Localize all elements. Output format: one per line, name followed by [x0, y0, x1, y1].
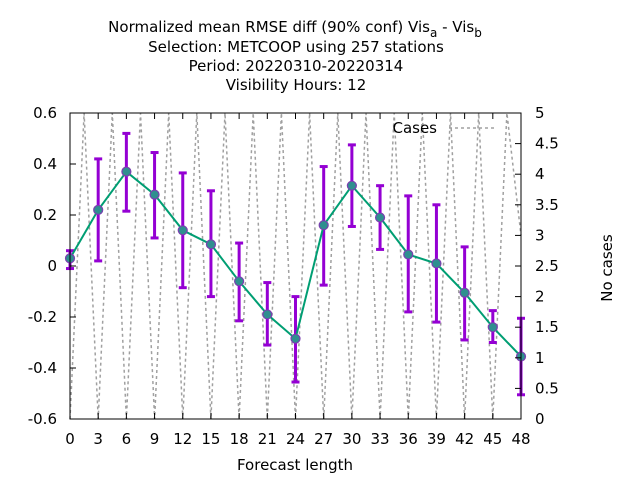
data-point	[177, 225, 188, 236]
data-point	[318, 220, 329, 231]
x-tick-label: 6	[122, 430, 132, 448]
y2-tick-label: 4.5	[535, 135, 559, 153]
y2-tick-label: 4	[535, 165, 545, 183]
title-mid: - Vis	[437, 18, 474, 36]
y2-axis-label: No cases	[598, 234, 616, 302]
y2-tick-label: 0	[535, 410, 545, 428]
cases-line	[69, 112, 522, 420]
x-tick-label: 12	[173, 430, 192, 448]
data-point	[487, 322, 498, 333]
x-tick-label: 42	[455, 430, 474, 448]
x-tick-label: 45	[483, 430, 502, 448]
chart-title-line3: Period: 20220310-20220314	[189, 57, 404, 75]
chart-title-line1: Normalized mean RMSE diff (90% conf) Vis…	[108, 18, 482, 40]
x-tick-label: 3	[93, 430, 103, 448]
x-axis: 0 3 6 9 12 15 18 21 24 27 30 33 36 39 42 45 48	[65, 113, 531, 448]
data-point	[346, 180, 357, 191]
x-tick-label: 27	[314, 430, 333, 448]
data-point	[149, 189, 160, 200]
y2-tick-label: 3.5	[535, 196, 559, 214]
y-tick-label: -0.4	[28, 359, 57, 377]
data-point	[459, 287, 470, 298]
y2-tick-label: 2	[535, 288, 545, 306]
data-point	[262, 309, 273, 320]
y-axis: 0.6 0.4 0.2 0 -0.2 -0.4 -0.6	[28, 104, 76, 428]
y-tick-label: 0.2	[33, 206, 57, 224]
x-tick-label: 9	[150, 430, 160, 448]
x-tick-label: 24	[286, 430, 305, 448]
y2-tick-label: 0.5	[535, 379, 559, 397]
y2-tick-label: 1	[535, 349, 545, 367]
y-tick-label: -0.6	[28, 410, 57, 428]
y-tick-label: 0.4	[33, 155, 57, 173]
title-main: Normalized mean RMSE diff (90% conf) Vis	[108, 18, 430, 36]
error-bars	[66, 131, 525, 397]
x-tick-label: 33	[371, 430, 390, 448]
data-point	[403, 249, 414, 260]
data-point	[290, 333, 301, 344]
title-sub-b: b	[474, 26, 482, 40]
y2-tick-label: 1.5	[535, 318, 559, 336]
y2-tick-label: 3	[535, 226, 545, 244]
x-tick-label: 0	[65, 430, 75, 448]
y2-tick-label: 2.5	[535, 257, 559, 275]
cases-series	[69, 112, 522, 420]
data-point	[121, 166, 132, 177]
chart-title-line2: Selection: METCOOP using 257 stations	[148, 38, 444, 56]
data-point	[93, 204, 104, 215]
y-tick-label: 0.6	[33, 104, 57, 122]
title-sub-a: a	[430, 26, 437, 40]
data-point	[205, 239, 217, 250]
y2-tick-label: 5	[535, 104, 545, 122]
legend: Cases	[392, 119, 496, 137]
x-tick-label: 15	[201, 430, 220, 448]
x-tick-label: 48	[511, 430, 530, 448]
x-tick-label: 18	[230, 430, 249, 448]
x-tick-label: 36	[399, 430, 418, 448]
data-point	[431, 258, 442, 269]
main-points	[64, 166, 527, 362]
x-tick-label: 21	[258, 430, 277, 448]
y-tick-label: 0	[47, 257, 57, 275]
data-point	[374, 212, 386, 223]
x-tick-label: 39	[427, 430, 446, 448]
legend-label-cases: Cases	[392, 119, 437, 137]
y-tick-label: -0.2	[28, 308, 57, 326]
x-tick-label: 30	[342, 430, 361, 448]
chart-title-line4: Visibility Hours: 12	[226, 76, 367, 94]
y2-axis: 5 4.5 4 3.5 3 2.5 2 1.5 1 0.5 0	[515, 104, 559, 428]
data-point	[234, 276, 245, 287]
x-axis-label: Forecast length	[237, 456, 353, 474]
